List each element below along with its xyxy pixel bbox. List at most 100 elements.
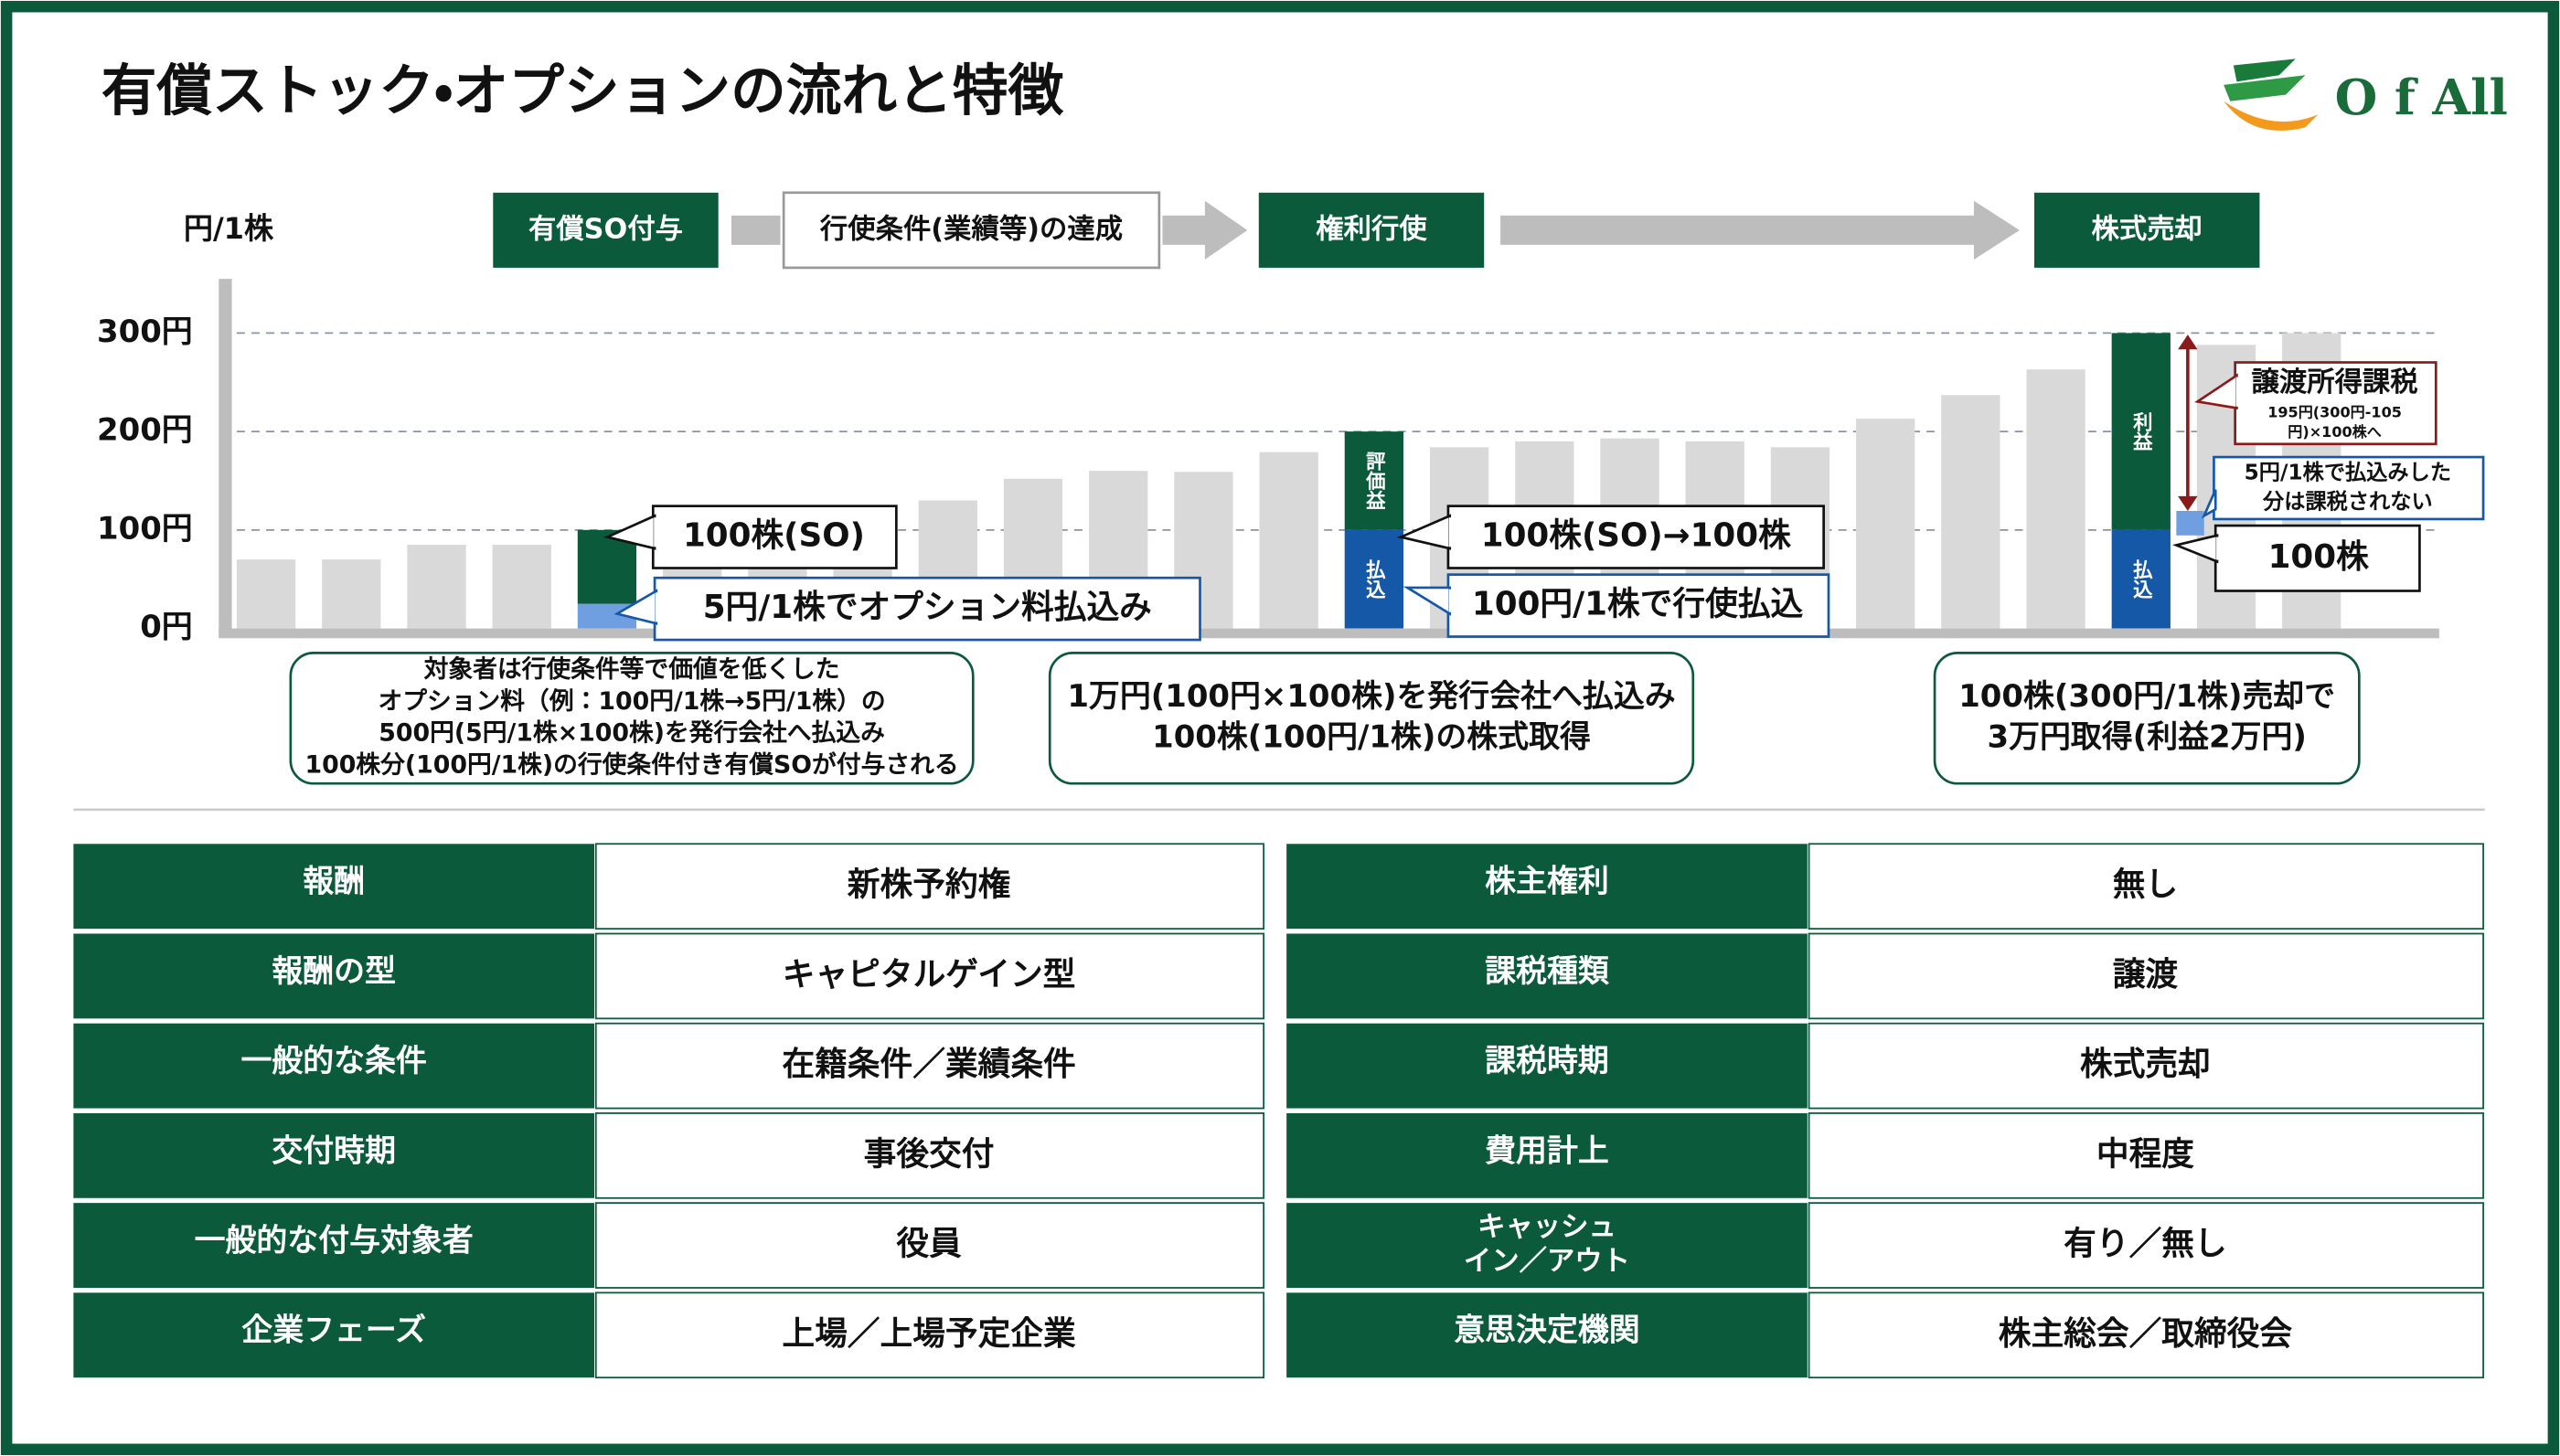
note-text: 1万円(100円×100株)を発行会社へ払込み xyxy=(1067,678,1675,714)
tax-title: 譲渡所得課税 xyxy=(2252,367,2418,399)
table-header-cell xyxy=(1286,1292,1808,1378)
table-header-cell xyxy=(73,1112,595,1198)
table-value-text: 役員 xyxy=(896,1226,962,1263)
bar xyxy=(1856,419,1915,629)
table-value-text: 中程度 xyxy=(2096,1135,2194,1173)
bar xyxy=(1941,395,2000,629)
flow: 有償SO付与 行使条件(業績等)の達成 権利行使 株式売却 xyxy=(493,191,2260,270)
table-header-cell xyxy=(73,1203,595,1288)
table-header-text: 課税時期 xyxy=(1485,1043,1609,1079)
table-cell xyxy=(1808,932,2484,1020)
table-value-text: 無し xyxy=(2113,866,2178,904)
notes: 対象者は行使条件等で価値を低くしたオプション料（例：100円/1株→5円/1株）… xyxy=(289,652,2361,785)
bar xyxy=(236,559,296,629)
table-header-text: 一般的な条件 xyxy=(240,1043,426,1079)
bar xyxy=(1259,452,1318,629)
table-value-text: 有り／無し xyxy=(2064,1226,2227,1263)
untaxed-note: 5円/1株で払込みした xyxy=(2245,460,2451,484)
table-cell xyxy=(594,1291,1265,1379)
table-cell xyxy=(594,1112,1265,1199)
table-header-text: 意思決定機関 xyxy=(1454,1313,1639,1348)
table-header-text: 一般的な付与対象者 xyxy=(195,1223,474,1259)
bar xyxy=(322,559,381,629)
flow-step: 株式売却 xyxy=(2092,213,2203,245)
table-cell xyxy=(594,932,1265,1020)
table-value-text: 株主総会／取締役会 xyxy=(1999,1315,2293,1353)
table-cell xyxy=(594,843,1265,930)
flow-step: 行使条件(業績等)の達成 xyxy=(819,212,1123,245)
note-text: 対象者は行使条件等で価値を低くした xyxy=(424,654,840,684)
note-text: 500円(5円/1株×100株)を発行会社へ払込み xyxy=(379,718,885,748)
table-cell xyxy=(594,1022,1265,1110)
table-header-text: 報酬の型 xyxy=(272,953,396,989)
callout: 100株 xyxy=(2268,538,2370,576)
bar xyxy=(1344,431,1403,530)
note-text: 100株分(100円/1株)の行使条件付き有償SOが付与される xyxy=(304,750,958,780)
note-text: 100株(300円/1株)売却で xyxy=(1958,678,2335,714)
table-value-text: 事後交付 xyxy=(864,1135,995,1173)
table-header-cell xyxy=(73,1292,595,1378)
bar xyxy=(492,544,551,629)
flow-step: 有償SO付与 xyxy=(528,213,683,245)
table-value-text: 譲渡 xyxy=(2113,956,2179,994)
table-header-text: 課税種類 xyxy=(1485,953,1609,989)
callout: 5円/1株でオプション料払込み xyxy=(703,589,1152,626)
y-tick-label: 100円 xyxy=(97,510,193,546)
bar xyxy=(2111,333,2171,530)
bar xyxy=(407,544,466,629)
table-cell xyxy=(594,1202,1265,1289)
title: 有償ストック・オプションの流れと特徴 xyxy=(101,59,1064,123)
logo: O f All xyxy=(2224,58,2508,131)
table-header-cell xyxy=(73,844,595,930)
table-header-cell xyxy=(1286,933,1808,1019)
note-text: 3万円取得(利益2万円) xyxy=(1987,718,2306,754)
note-text: 100株(100円/1株)の株式取得 xyxy=(1152,718,1591,754)
flow-step: 権利行使 xyxy=(1316,213,1427,245)
tax-detail: 195円(300円-105 xyxy=(2267,403,2402,420)
bar-label: 評価益 xyxy=(1362,452,1386,511)
table-header-cell xyxy=(1286,1203,1808,1288)
untaxed-note: 分は課税されない xyxy=(2262,490,2433,515)
table-header-text: 企業フェーズ xyxy=(241,1313,426,1348)
table-header-text: 報酬 xyxy=(303,864,365,899)
table-cell xyxy=(1808,843,2484,930)
table-header-cell xyxy=(1286,1023,1808,1109)
table-header-cell xyxy=(1286,1112,1808,1198)
table-cell xyxy=(1808,1202,2484,1289)
table-header-cell xyxy=(73,1023,595,1109)
table-value-text: キャピタルゲイン型 xyxy=(783,956,1076,994)
table-cell xyxy=(1808,1112,2484,1199)
bar xyxy=(2026,369,2085,629)
table-header-cell xyxy=(1286,844,1808,930)
y-axis-label: 円/1株 xyxy=(184,211,274,246)
table-header-text: 交付時期 xyxy=(272,1132,396,1168)
callouts: 100株(SO) 5円/1株でオプション料払込み 100株(SO)→100株 1… xyxy=(603,335,2485,642)
callout: 100円/1株で行使払込 xyxy=(1472,586,1804,623)
y-tick-label: 200円 xyxy=(97,412,193,448)
logo-text: O f All xyxy=(2335,69,2508,126)
table-cell xyxy=(1808,1291,2484,1379)
table-header-cell xyxy=(73,933,595,1019)
table-header-text: 株主権利 xyxy=(1485,864,1609,899)
table-value-text: 在籍条件／業績条件 xyxy=(782,1046,1075,1083)
callout: 100株(SO)→100株 xyxy=(1481,517,1791,555)
bar-label: 利益 xyxy=(2129,412,2153,452)
callout: 100株(SO) xyxy=(683,517,865,555)
bar xyxy=(1344,529,1403,629)
note-text: オプション料（例：100円/1株→5円/1株）の xyxy=(378,687,885,716)
table-header-text: キャッシュイン／アウト xyxy=(1464,1210,1630,1277)
table-header-text: 費用計上 xyxy=(1485,1132,1609,1168)
table-value-text: 新株予約権 xyxy=(847,866,1011,904)
y-tick-label: 300円 xyxy=(97,314,193,349)
table-value-text: 上場／上場予定企業 xyxy=(782,1315,1076,1353)
bar-label: 払込 xyxy=(2129,558,2152,599)
tax-detail: 円)×100株へ xyxy=(2288,423,2382,441)
y-tick-label: 0円 xyxy=(140,609,193,644)
table-value-text: 株式売却 xyxy=(2080,1046,2211,1083)
table-cell xyxy=(1808,1022,2484,1110)
bar-label: 払込 xyxy=(1362,558,1385,599)
bar xyxy=(2111,529,2171,629)
